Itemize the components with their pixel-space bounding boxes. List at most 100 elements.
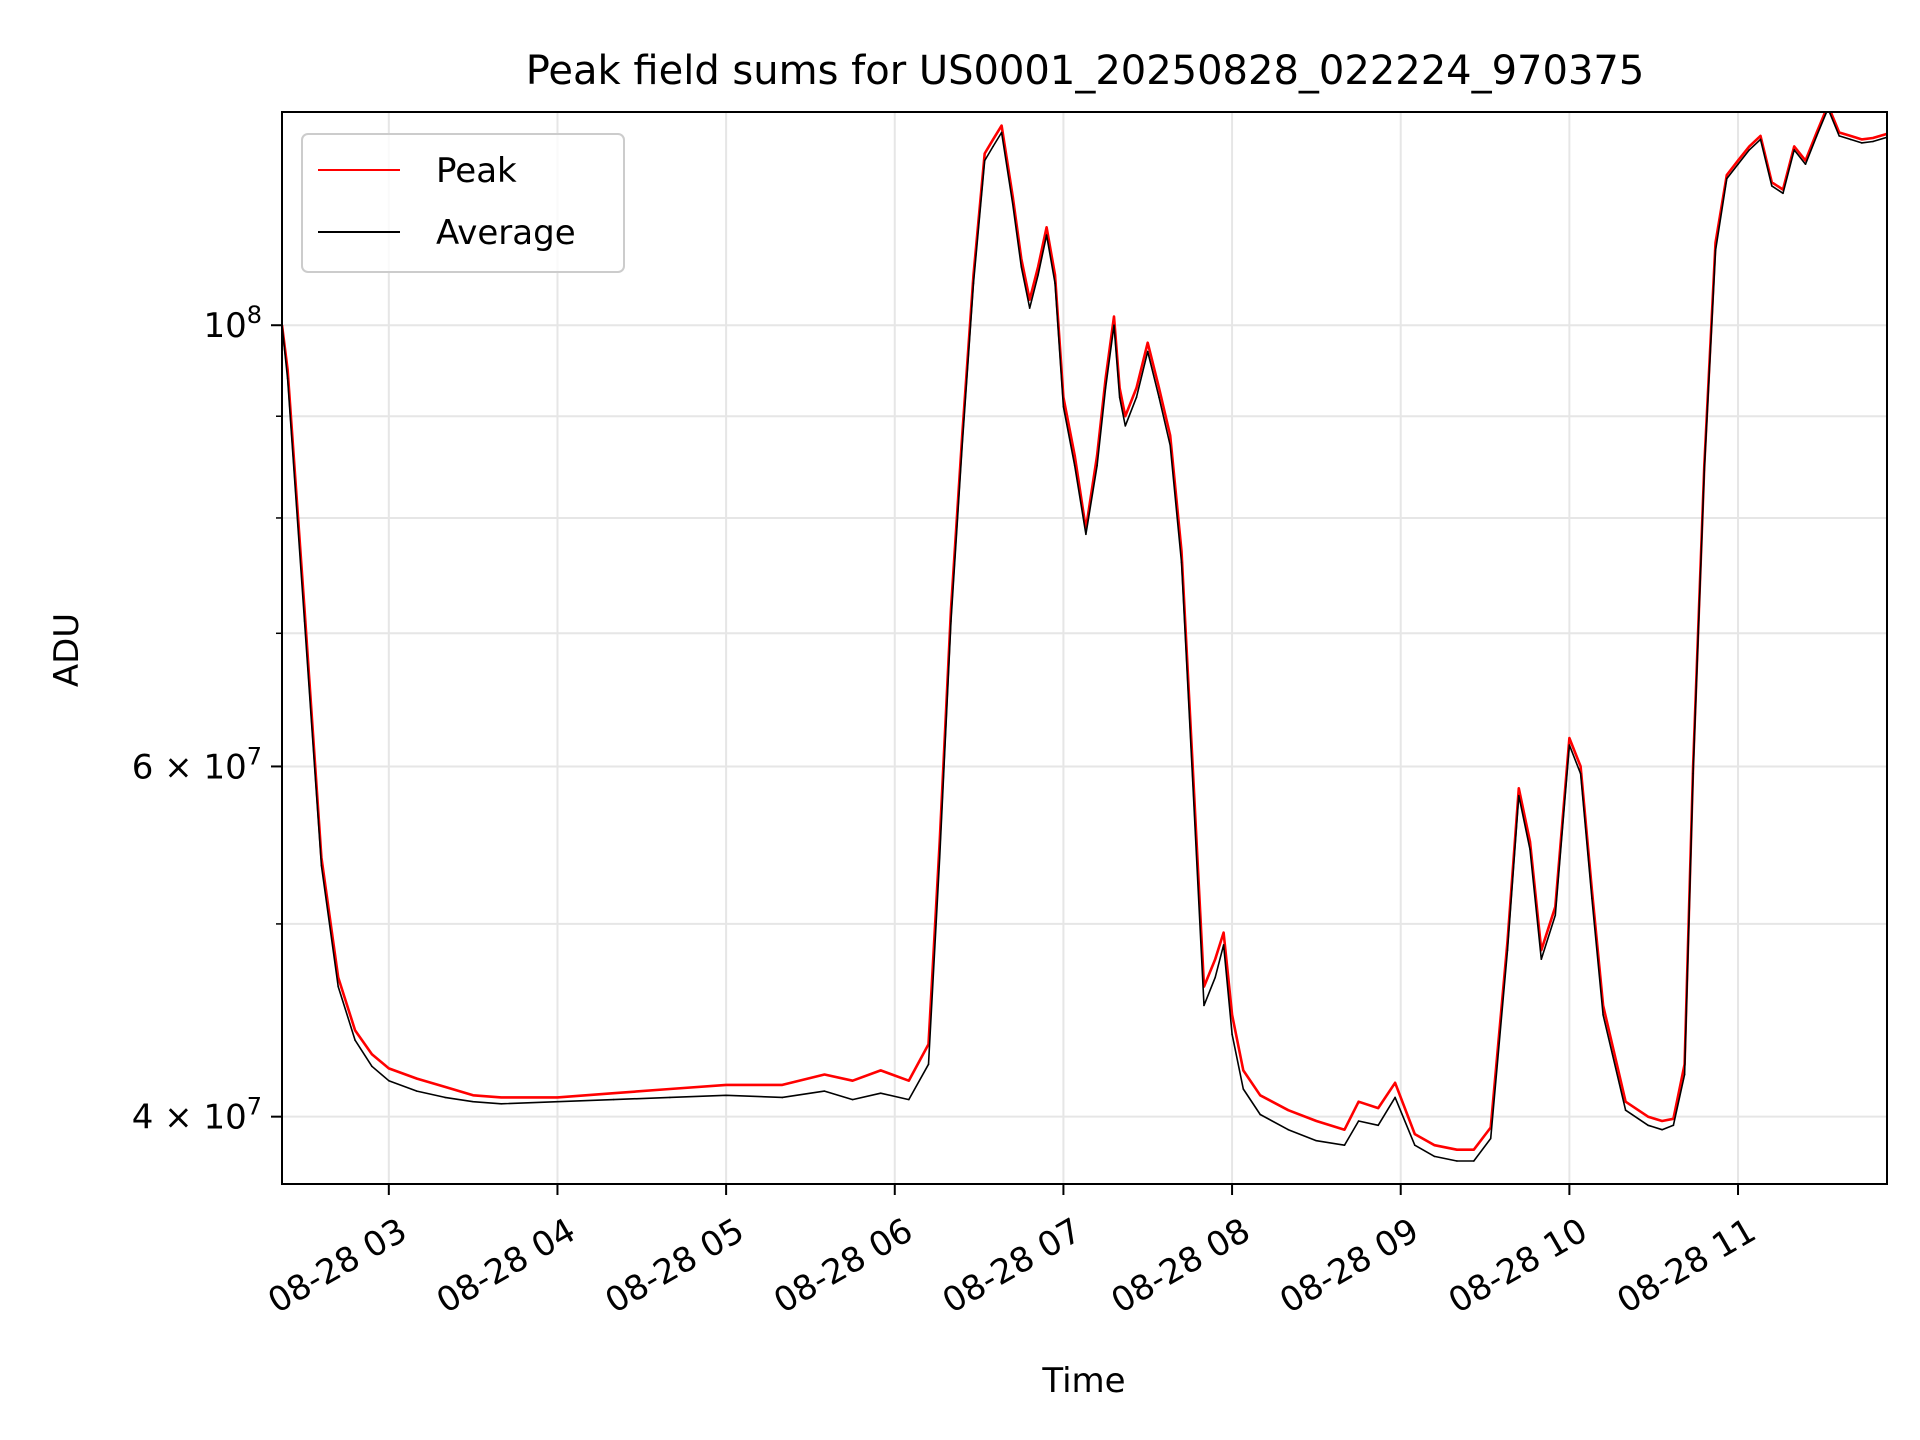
data-point-peak [1529, 840, 1531, 843]
data-point-average [781, 1096, 784, 1099]
data-point-average [1231, 1033, 1233, 1036]
data-point-average [1815, 135, 1818, 137]
data-point-peak [1357, 1100, 1360, 1103]
data-point-peak [1343, 1128, 1346, 1131]
data-point-average [1782, 192, 1784, 195]
data-point-average [1540, 958, 1543, 960]
data-point-average [1394, 1096, 1396, 1099]
data-point-average [1045, 234, 1048, 236]
data-point-peak [1624, 1100, 1627, 1103]
data-point-average [1672, 1124, 1675, 1127]
data-point-peak [416, 1077, 418, 1080]
data-point-average [1104, 387, 1107, 389]
data-point-peak [1073, 454, 1076, 457]
data-point-peak [1054, 274, 1056, 276]
data-point-average [908, 1098, 910, 1101]
data-point-peak [908, 1079, 910, 1082]
data-point-average [1529, 848, 1531, 851]
data-point-average [1872, 140, 1874, 143]
data-point-peak [992, 138, 994, 141]
data-point-average [303, 620, 306, 622]
data-point-average [1624, 1109, 1627, 1112]
data-point-peak [472, 1094, 474, 1097]
x-axis-label: Time [1041, 1361, 1125, 1401]
data-point-average [1222, 944, 1225, 946]
y-tick-label: 6 × 107 [132, 742, 262, 787]
series-layer [282, 112, 1887, 1162]
data-point-average [472, 1100, 474, 1103]
data-point-average [1158, 396, 1160, 399]
data-point-average [669, 1096, 671, 1099]
data-point-average [1214, 976, 1217, 979]
data-point-average [1703, 469, 1706, 472]
data-point-average [1506, 949, 1509, 952]
data-point-average [556, 1100, 559, 1103]
data-point-average [1568, 744, 1571, 746]
data-point-average [1054, 282, 1056, 284]
data-point-peak [1000, 124, 1003, 127]
data-point-peak [1045, 226, 1048, 229]
data-point-average [1473, 1160, 1475, 1162]
data-point-average [1113, 324, 1115, 327]
data-point-peak [1860, 138, 1863, 141]
data-point-average [1517, 794, 1520, 797]
data-point-average [1124, 425, 1127, 427]
data-point-average [1804, 163, 1807, 165]
data-point-peak [1456, 1148, 1458, 1151]
data-point-peak [781, 1084, 784, 1086]
data-point-average [1096, 464, 1098, 467]
y-tick-label: 108 [203, 301, 262, 346]
data-point-average [1737, 163, 1739, 165]
data-point-peak [1647, 1115, 1649, 1118]
data-point-average [1860, 142, 1863, 144]
data-point-average [1259, 1113, 1261, 1116]
data-point-average [1012, 203, 1014, 206]
data-point-average [320, 864, 323, 867]
y-axis-label: ADU [47, 613, 87, 687]
data-point-peak [1473, 1148, 1475, 1151]
data-point-average [1287, 1128, 1290, 1131]
data-point-average [1028, 307, 1031, 309]
data-point-average [1489, 1137, 1492, 1140]
data-point-peak [388, 1067, 390, 1070]
data-point-average [1191, 780, 1194, 782]
data-point-peak [1028, 298, 1031, 301]
legend: Peak Average [301, 133, 625, 273]
data-point-average [1377, 1124, 1380, 1127]
data-point-average [388, 1079, 390, 1082]
data-point-average [1647, 1124, 1649, 1127]
data-point-peak [1158, 387, 1160, 389]
data-point-average [1000, 131, 1003, 134]
data-point-average [938, 856, 941, 859]
data-point-average [1683, 1073, 1686, 1076]
data-point-peak [444, 1086, 446, 1088]
data-point-peak [1568, 737, 1571, 739]
data-point-average [1554, 914, 1557, 917]
data-point-average [1203, 1004, 1205, 1007]
data-point-peak [1315, 1120, 1318, 1122]
data-point-peak [1793, 145, 1796, 148]
data-point-average [1020, 265, 1023, 268]
data-point-average [612, 1098, 615, 1101]
data-point-peak [983, 152, 986, 155]
data-point-peak [1759, 135, 1762, 137]
data-point-peak [1377, 1107, 1380, 1109]
data-point-peak [1872, 137, 1874, 139]
data-point-average [1661, 1128, 1663, 1131]
data-point-peak [1242, 1069, 1245, 1072]
data-point-average [444, 1096, 446, 1099]
data-point-peak [1849, 135, 1852, 137]
chart-title: Peak field sums for US0001_20250828_0222… [526, 48, 1645, 94]
data-point-peak [1433, 1144, 1436, 1146]
data-point-average [1315, 1139, 1318, 1142]
data-point-peak [1748, 145, 1751, 148]
data-point-peak [556, 1096, 559, 1099]
series-line-average [282, 112, 1887, 1162]
data-point-average [286, 377, 289, 380]
data-point-average [1770, 185, 1773, 187]
data-point-average [823, 1090, 826, 1092]
data-point-peak [1231, 1014, 1233, 1016]
data-point-average [972, 282, 975, 284]
data-point-peak [1661, 1120, 1663, 1122]
